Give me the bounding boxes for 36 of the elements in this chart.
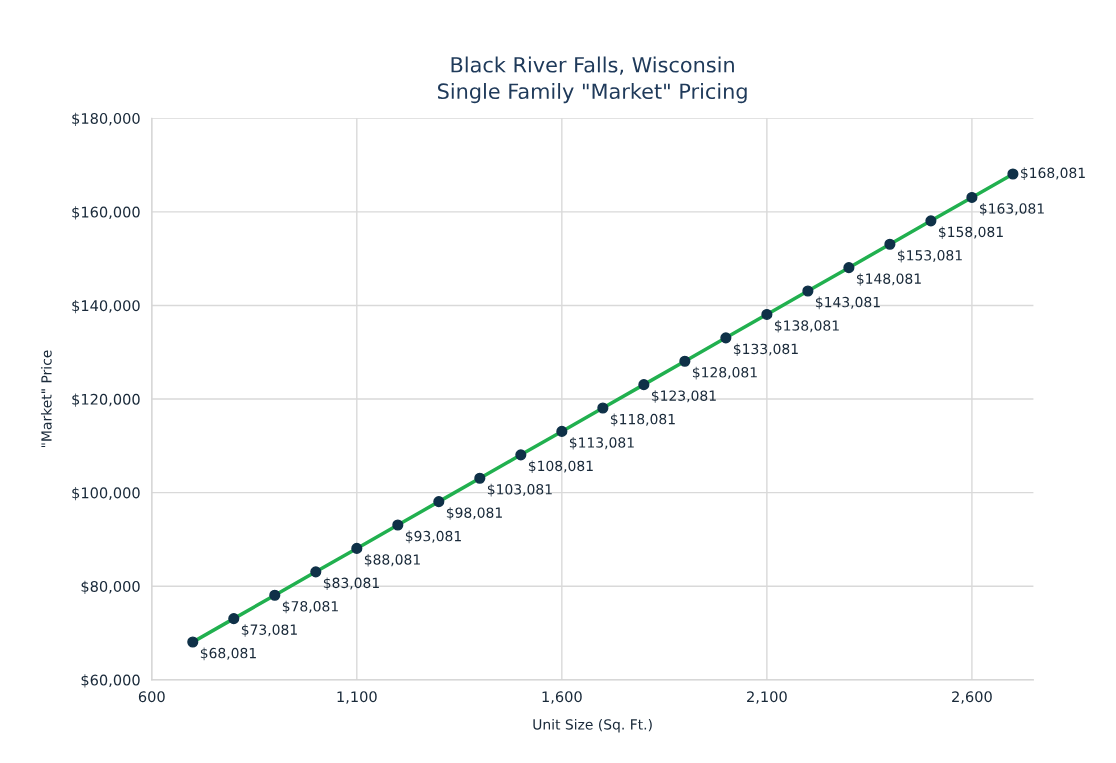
- data-label: $108,081: [528, 460, 593, 473]
- data-label: $158,081: [939, 226, 1003, 239]
- data-label: $103,081: [487, 483, 552, 497]
- data-label: $138,081: [774, 319, 839, 333]
- data-label: $118,081: [610, 413, 675, 427]
- y-tick-label: $180,000: [72, 112, 140, 126]
- y-tick-label: $160,000: [72, 206, 140, 220]
- y-axis-title: "Market" Price: [40, 350, 52, 448]
- chart-title: Black River Falls, Wisconsin Single Family "Market" Pricing: [437, 56, 747, 104]
- data-label: $143,081: [815, 296, 880, 310]
- data-label: $113,081: [569, 436, 634, 450]
- y-tick-label: $60,000: [81, 674, 140, 688]
- x-tick-label: 1,600: [542, 691, 582, 704]
- data-label: $68,081: [200, 647, 256, 661]
- data-label: $133,081: [733, 343, 798, 356]
- data-label: $123,081: [651, 390, 716, 403]
- x-tick-label: 1,100: [337, 691, 377, 704]
- y-tick-label: $100,000: [72, 487, 140, 501]
- x-tick-label: 2,600: [952, 691, 992, 704]
- data-label: $168,081: [1021, 167, 1085, 180]
- data-label: $163,081: [980, 203, 1044, 216]
- data-label: $78,081: [282, 600, 338, 614]
- data-label: $153,081: [897, 249, 962, 263]
- x-tick-label: 2,100: [747, 691, 787, 704]
- data-label: $73,081: [241, 624, 297, 637]
- data-label: $83,081: [323, 577, 379, 590]
- x-tick-label: 600: [138, 691, 165, 703]
- data-label: $88,081: [364, 553, 420, 567]
- y-tick-label: $120,000: [72, 393, 140, 407]
- y-tick-label: $80,000: [81, 580, 140, 594]
- x-axis-title: Unit Size (Sq. Ft.): [533, 718, 652, 733]
- data-label: $98,081: [446, 507, 502, 520]
- y-tick-label: $140,000: [72, 299, 140, 314]
- data-label: $93,081: [405, 530, 461, 544]
- data-label: $128,081: [692, 366, 757, 380]
- data-label: $148,081: [856, 273, 921, 286]
